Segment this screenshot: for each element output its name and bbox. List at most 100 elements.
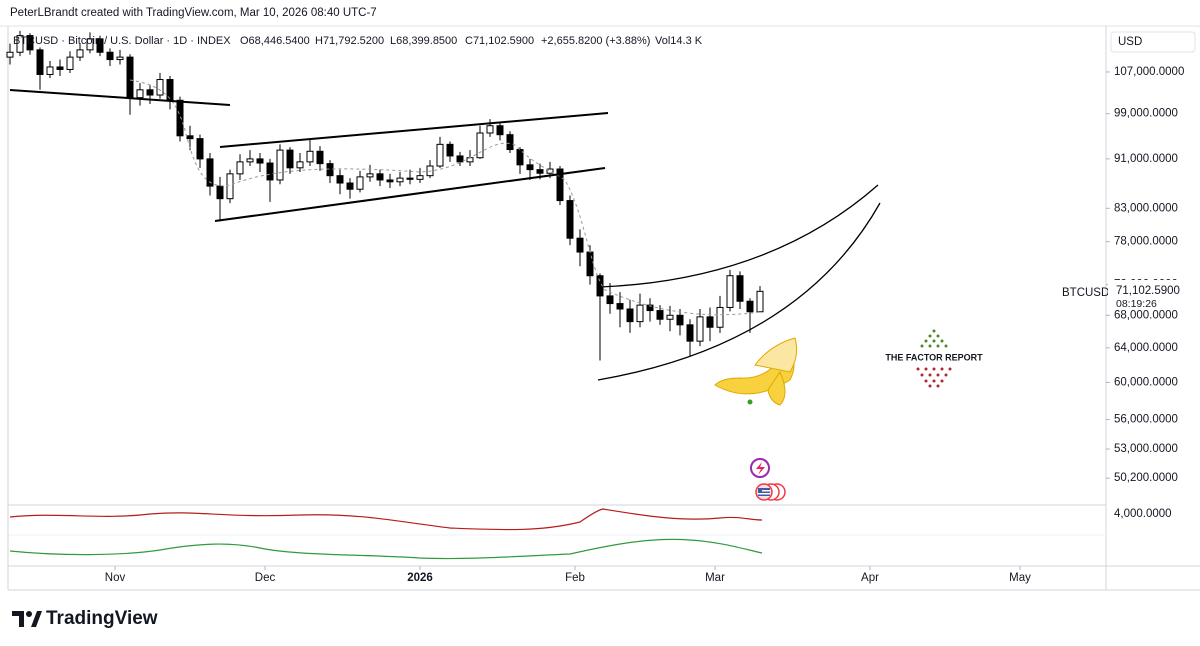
candle-body bbox=[526, 164, 534, 171]
economic-events[interactable] bbox=[755, 483, 786, 501]
trendline bbox=[214, 167, 606, 222]
candle-body bbox=[606, 295, 614, 305]
tradingview-logo: TradingView bbox=[12, 608, 158, 629]
candle-body bbox=[66, 56, 74, 70]
y-tick-label: 91,000.0000 bbox=[1114, 153, 1178, 165]
y-tick-label: 56,000.0000 bbox=[1114, 414, 1178, 426]
candle-body bbox=[186, 135, 194, 140]
candle-body bbox=[636, 304, 644, 323]
candle-body bbox=[336, 175, 344, 184]
candle-body bbox=[676, 314, 684, 326]
candle-body bbox=[206, 158, 214, 187]
currency: USD bbox=[1118, 36, 1142, 48]
x-tick-label: Feb bbox=[565, 572, 585, 584]
candle-body bbox=[86, 38, 94, 51]
y-tick-label: 50,200.0000 bbox=[1114, 472, 1178, 484]
y-tick-label: 53,000.0000 bbox=[1114, 443, 1178, 455]
currency-button[interactable] bbox=[1110, 31, 1196, 53]
y-tick-label: 83,000.0000 bbox=[1114, 202, 1178, 214]
candle-body bbox=[476, 132, 484, 159]
candle-body bbox=[646, 304, 654, 312]
ohlc-open: O68,446.5400 bbox=[240, 35, 310, 47]
candle-body bbox=[26, 35, 34, 51]
candle-body bbox=[656, 310, 664, 320]
y-tick-label: 107,000.0000 bbox=[1114, 66, 1184, 78]
y-tick-label: 60,000.0000 bbox=[1114, 376, 1178, 388]
candle-body bbox=[746, 300, 754, 313]
indicator-line bbox=[9, 508, 763, 531]
candle-body bbox=[106, 51, 114, 61]
candle-body bbox=[406, 177, 414, 180]
candle-body bbox=[596, 275, 604, 297]
candle-body bbox=[696, 316, 704, 342]
candle-body bbox=[216, 185, 224, 200]
candle-body bbox=[586, 251, 594, 277]
candle-body bbox=[236, 161, 244, 175]
x-tick-label: May bbox=[1009, 572, 1031, 584]
candle-body bbox=[36, 49, 44, 75]
candle-body bbox=[616, 303, 624, 310]
candle-body bbox=[706, 316, 714, 328]
candle-body bbox=[16, 35, 24, 53]
candle-body bbox=[556, 168, 564, 202]
candle-body bbox=[496, 125, 504, 136]
ohlc-low: L68,399.8500 bbox=[390, 35, 457, 47]
volume: Vol14.3 K bbox=[655, 35, 703, 47]
candle-body bbox=[726, 275, 734, 308]
candle-body bbox=[566, 200, 574, 239]
candle-body bbox=[486, 125, 494, 134]
candle-body bbox=[376, 173, 384, 181]
candle-body bbox=[466, 157, 474, 163]
symbol-description: BTCUSD · Bitcoin / U.S. Dollar · 1D · IN… bbox=[13, 35, 231, 47]
legend-bar: BTCUSD · Bitcoin / U.S. Dollar · 1D · IN… bbox=[13, 35, 703, 47]
candle-body bbox=[506, 134, 514, 151]
candle-body bbox=[226, 173, 234, 200]
last-price: 71,102.5900 bbox=[1116, 285, 1180, 297]
y-tick-label: 64,000.0000 bbox=[1114, 342, 1178, 354]
countdown: 08:19:26 bbox=[1116, 298, 1157, 310]
candle-body bbox=[666, 314, 674, 320]
last-price-box bbox=[1108, 280, 1198, 310]
candle-body bbox=[146, 89, 154, 96]
brand: TradingView bbox=[46, 608, 158, 629]
candle-body bbox=[446, 143, 454, 157]
candle-body bbox=[276, 149, 284, 181]
candle-body bbox=[126, 56, 134, 99]
candle-body bbox=[306, 150, 314, 163]
axes: USD BTCUSD 4,000.0000 50,200.0000 53,000.… bbox=[105, 31, 1198, 584]
candle-body bbox=[386, 179, 394, 183]
candle-body bbox=[196, 138, 204, 160]
ohlc-close: C71,102.5900 bbox=[465, 35, 534, 47]
candle-body bbox=[56, 66, 64, 70]
banana-icon bbox=[714, 337, 798, 406]
candle-body bbox=[286, 149, 294, 169]
logo-text: THE FACTOR REPORT bbox=[885, 352, 983, 362]
candle-body bbox=[546, 168, 554, 174]
indicator-level: 4,000.0000 bbox=[1114, 508, 1172, 520]
y-tick-label: 99,000.0000 bbox=[1114, 108, 1178, 120]
candle-body bbox=[536, 169, 544, 174]
trendline bbox=[9, 89, 231, 106]
candle-body bbox=[366, 173, 374, 178]
candle-body bbox=[576, 237, 584, 253]
moving-average bbox=[129, 79, 761, 316]
candle-body bbox=[256, 158, 264, 164]
candle-body bbox=[296, 161, 304, 169]
candle-body bbox=[756, 290, 764, 313]
candle-body bbox=[346, 182, 354, 190]
y-tick-label: 68,000.0000 bbox=[1114, 309, 1178, 321]
y-tick-label: 78,000.0000 bbox=[1114, 236, 1178, 248]
candle-body bbox=[6, 51, 14, 58]
candle-body bbox=[116, 56, 124, 61]
x-tick-label: 2026 bbox=[407, 572, 433, 584]
candle-body bbox=[416, 175, 424, 180]
candle-body bbox=[686, 324, 694, 342]
candle-body bbox=[96, 38, 104, 53]
x-tick-label: Mar bbox=[705, 572, 725, 584]
curve-line bbox=[599, 184, 879, 288]
x-tick-label: Nov bbox=[105, 572, 126, 584]
candle-body bbox=[736, 275, 744, 302]
candle-body bbox=[456, 155, 464, 163]
ohlc-change: +2,655.8200 (+3.88%) bbox=[541, 35, 650, 47]
